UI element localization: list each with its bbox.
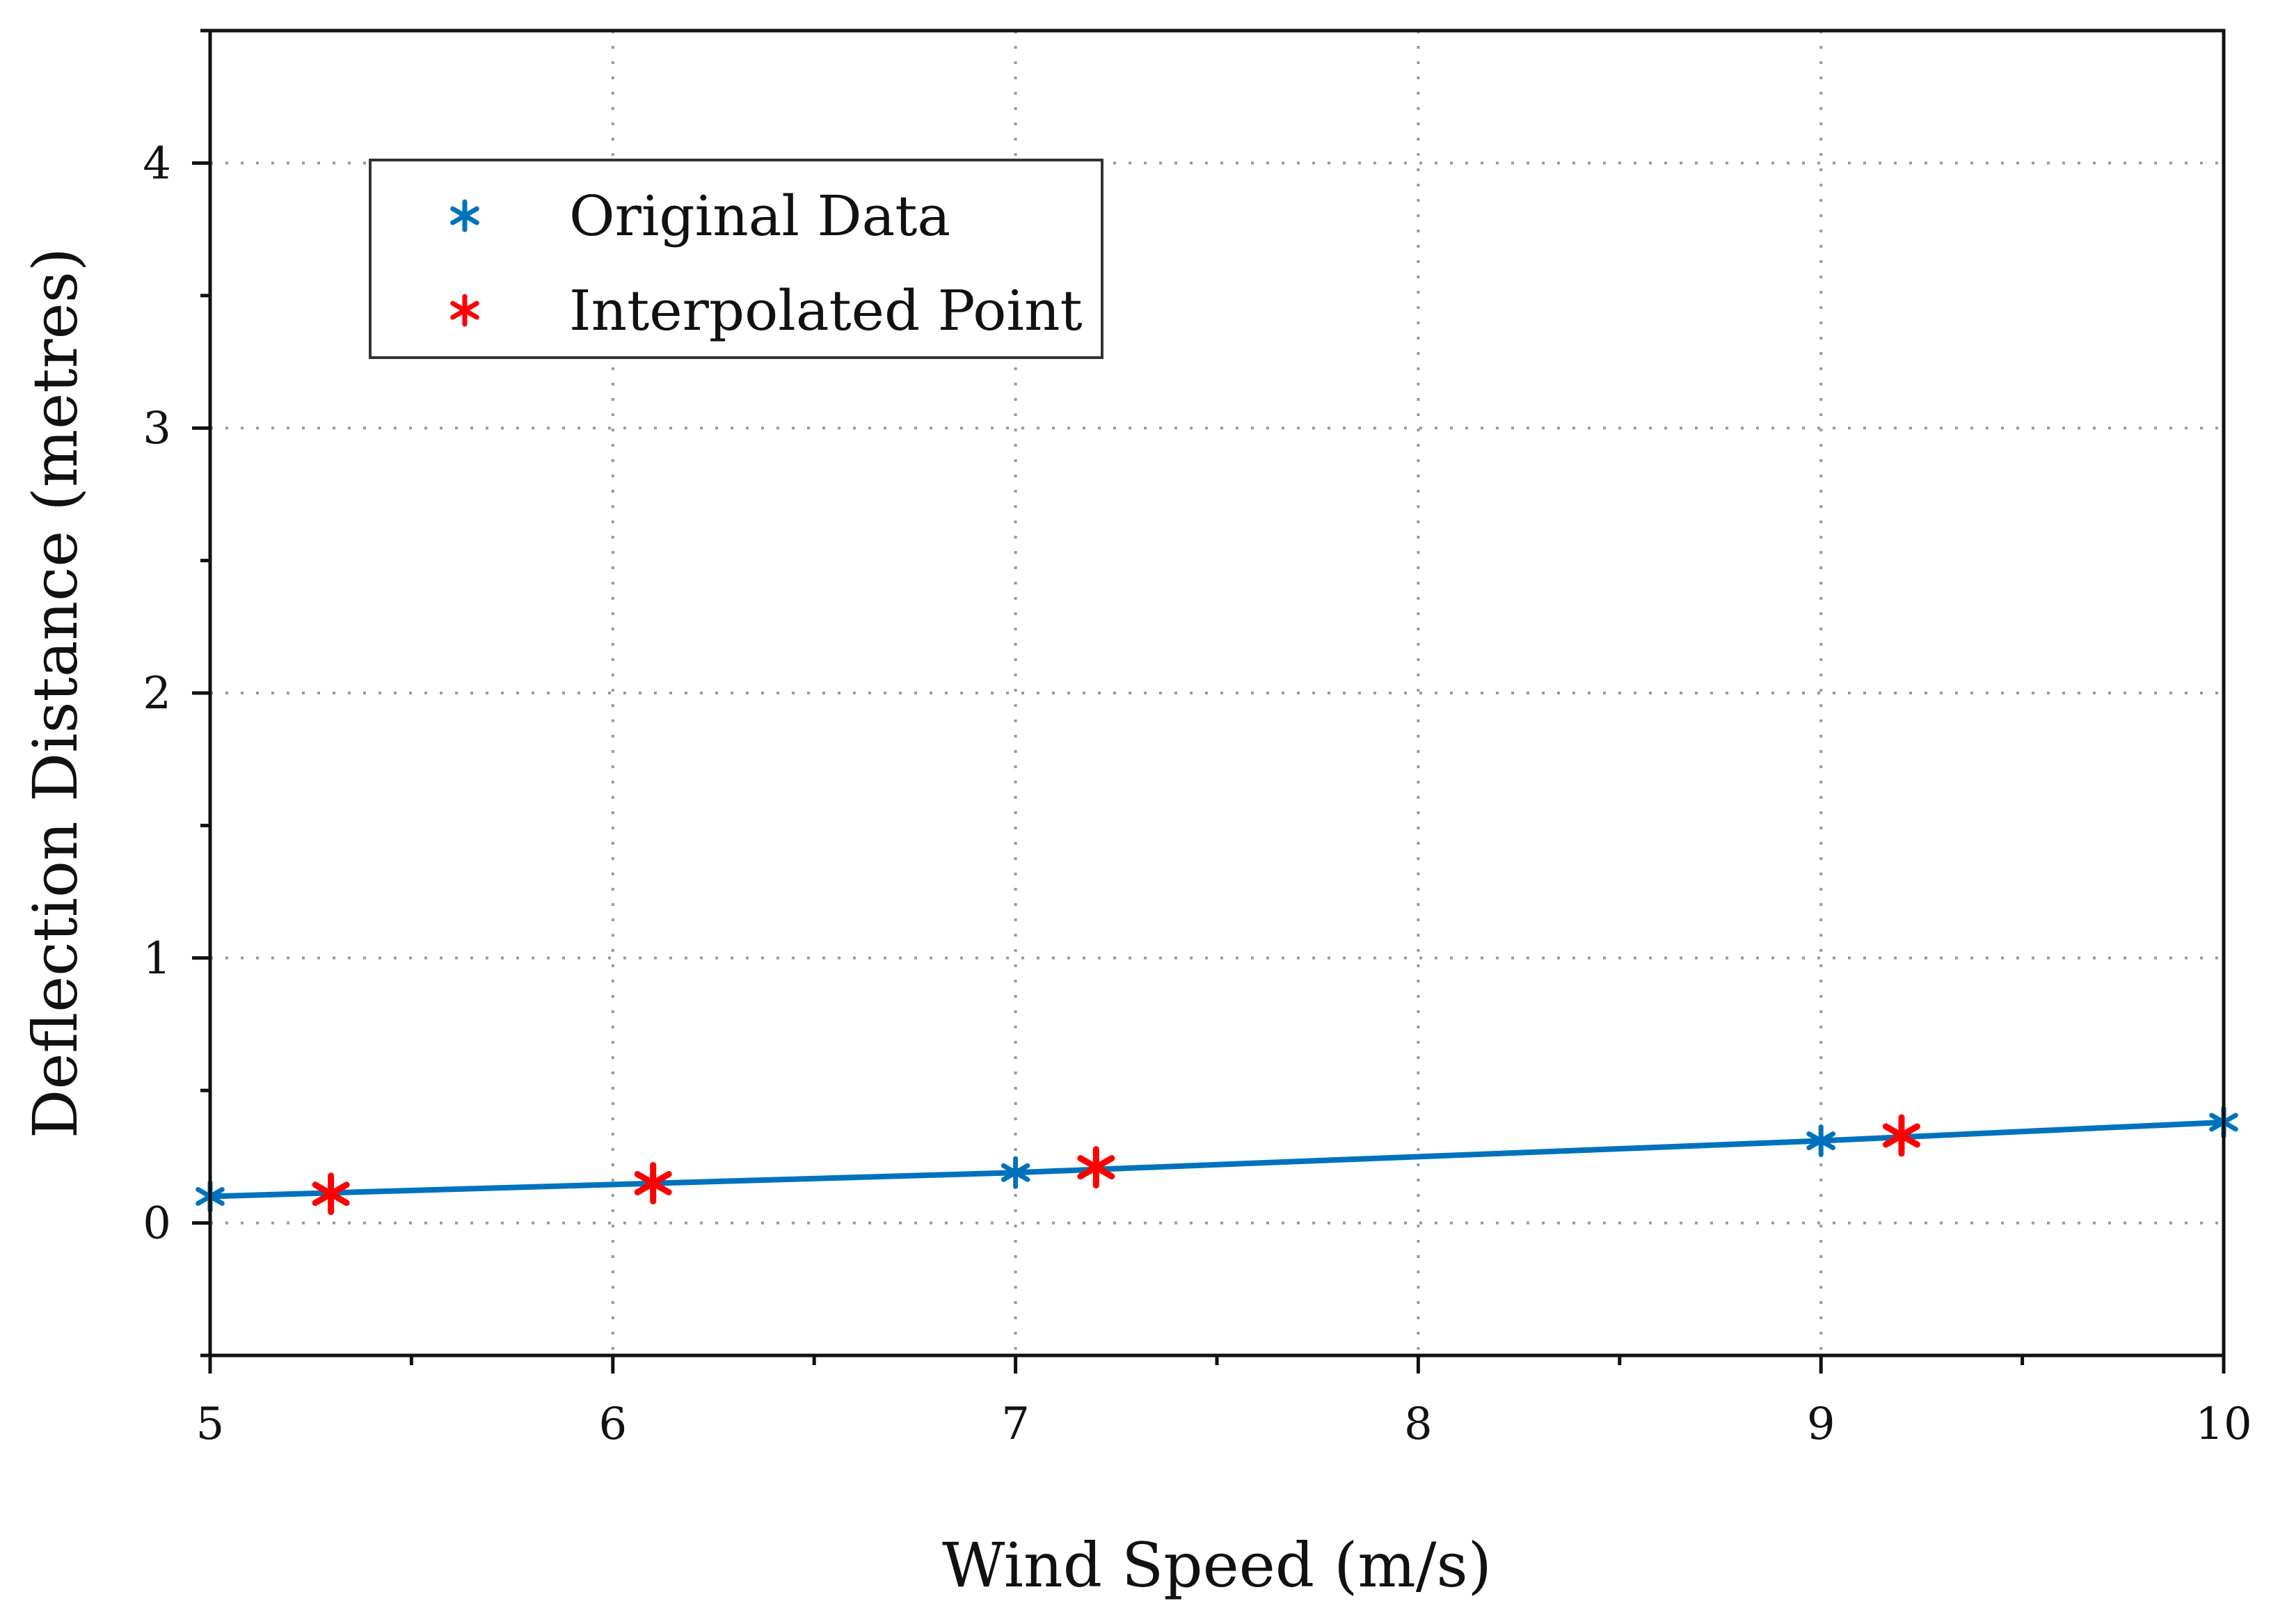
x-tick-label: 9 (1807, 1399, 1835, 1450)
legend-label: Original Data (569, 184, 950, 248)
x-axis-title: Wind Speed (m/s) (942, 1529, 1492, 1601)
legend-marker-original-data (450, 199, 479, 232)
series-lines (209, 1119, 2224, 1200)
y-tick-label: 3 (143, 403, 171, 454)
x-tick-label: 7 (1001, 1399, 1030, 1450)
legend: Original Data Interpolated Point (369, 159, 1103, 359)
data-point-original-data (1806, 1124, 1836, 1158)
series-line-original-data (209, 1119, 2224, 1200)
legend-label: Interpolated Point (569, 278, 1083, 343)
y-tick-label: 0 (143, 1198, 171, 1250)
data-point-interpolated-point (1882, 1114, 1920, 1157)
y-tick-label: 2 (143, 668, 171, 719)
y-axis-title: Deflection Distance (metres) (19, 248, 91, 1138)
x-tick-label: 10 (2195, 1399, 2252, 1450)
data-point-original-data (1001, 1156, 1030, 1189)
y-tick-label: 4 (143, 138, 171, 189)
axis-ticks (192, 29, 2226, 1374)
legend-marker-interpolated-point (450, 294, 479, 327)
x-tick-label: 8 (1404, 1399, 1433, 1450)
x-tick-label: 5 (196, 1399, 225, 1450)
tick-labels: 5 6 7 8 9 10 0 1 2 3 4 (143, 138, 2252, 1450)
data-point-interpolated-point (312, 1172, 350, 1216)
data-point-interpolated-point (1077, 1146, 1115, 1189)
y-tick-label: 1 (143, 933, 171, 985)
legend-box (369, 159, 1103, 359)
data-point-interpolated-point (634, 1161, 672, 1204)
x-tick-label: 6 (598, 1399, 627, 1450)
